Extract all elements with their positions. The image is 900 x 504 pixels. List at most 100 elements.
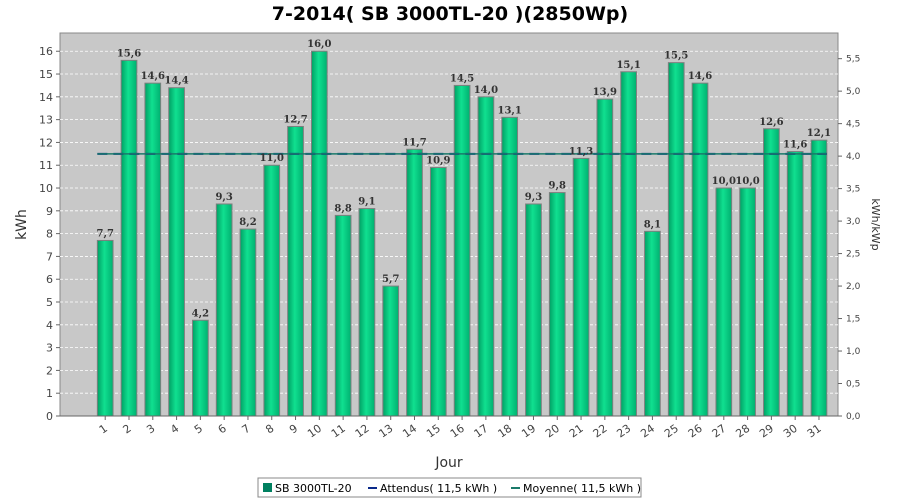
- bar-value-label: 12,1: [807, 128, 831, 139]
- bar: [525, 203, 542, 417]
- x-tick-label: 29: [757, 422, 776, 441]
- bar-value-label: 14,5: [450, 73, 474, 84]
- bar-value-label: 10,0: [712, 176, 736, 187]
- bar: [382, 285, 400, 417]
- bar-value-label: 15,6: [117, 48, 141, 59]
- x-tick-label: 4: [168, 422, 181, 437]
- x-tick-label: 21: [567, 422, 586, 441]
- bar: [215, 203, 233, 417]
- bar: [168, 87, 185, 417]
- x-tick-label: 16: [448, 422, 467, 441]
- bar: [810, 139, 828, 417]
- chart-title: 7-2014( SB 3000TL-20 )(2850Wp): [272, 3, 628, 25]
- y2-tick-label: 4,0: [846, 152, 861, 162]
- bar-value-label: 9,1: [358, 197, 375, 208]
- legend-label-average: Moyenne( 11,5 kWh ): [523, 482, 641, 495]
- x-tick-label: 10: [305, 422, 324, 441]
- bar: [644, 230, 661, 417]
- x-tick-label: 17: [472, 422, 491, 441]
- bar-value-label: 12,6: [759, 117, 783, 128]
- x-tick-label: 6: [216, 422, 229, 437]
- y2-tick-label: 2,5: [846, 250, 860, 260]
- bar: [429, 167, 447, 417]
- bar-value-label: 11,7: [402, 137, 426, 148]
- x-axis-title: Jour: [434, 455, 463, 471]
- y-tick-label: 10: [39, 182, 53, 195]
- bar-value-label: 8,1: [644, 219, 661, 230]
- y-tick-label: 8: [46, 228, 53, 241]
- bar: [287, 125, 304, 417]
- x-tick-label: 31: [805, 422, 824, 441]
- bar: [572, 157, 590, 417]
- y-tick-label: 11: [39, 159, 53, 172]
- bar: [263, 164, 281, 417]
- bar: [453, 84, 471, 417]
- y2-tick-label: 0,5: [846, 380, 860, 390]
- bar: [358, 208, 376, 417]
- bar-value-label: 9,3: [525, 192, 542, 203]
- x-tick-label: 9: [287, 422, 300, 437]
- bar-value-label: 13,9: [593, 87, 617, 98]
- x-tick-label: 11: [329, 422, 348, 441]
- y2-tick-label: 1,0: [846, 347, 861, 357]
- bar: [477, 96, 495, 417]
- y-tick-label: 14: [39, 91, 53, 104]
- x-tick-label: 7: [239, 422, 252, 437]
- x-tick-label: 2: [121, 422, 134, 437]
- x-tick-label: 23: [614, 422, 633, 441]
- bar-value-label: 14,6: [688, 71, 712, 82]
- bar: [548, 192, 566, 417]
- y-tick-label: 4: [46, 319, 53, 332]
- bar-value-label: 14,0: [474, 85, 498, 96]
- bar: [192, 319, 209, 417]
- bar: [501, 116, 519, 417]
- x-tick-label: 25: [662, 422, 681, 441]
- x-tick-label: 13: [377, 422, 396, 441]
- y2-tick-label: 5,5: [846, 55, 860, 65]
- y-tick-label: 2: [46, 364, 53, 377]
- y-tick-label: 3: [46, 342, 53, 355]
- y-tick-label: 7: [46, 250, 53, 263]
- value-labels: 7,715,614,6 14,44,29,38,211,012,716,08,89…: [97, 39, 832, 319]
- bar: [667, 62, 685, 417]
- bar: [120, 59, 138, 417]
- bar-value-label: 11,0: [260, 153, 284, 164]
- bar: [96, 239, 114, 417]
- x-tick-label: 12: [353, 422, 372, 441]
- bar-value-label: 12,7: [283, 114, 307, 125]
- legend: SB 3000TL-20 Attendus( 11,5 kWh ) Moyenne(…: [257, 477, 642, 498]
- y2-tick-label: 3,0: [846, 217, 861, 227]
- bar-value-label: 8,2: [239, 217, 256, 228]
- y-tick-label: 16: [39, 45, 53, 58]
- y2-tick-label: 1,5: [846, 315, 860, 325]
- bar: [239, 228, 257, 417]
- y2-axis-title: kWh/kWp: [869, 198, 882, 250]
- bar: [310, 50, 328, 417]
- x-tick-label: 24: [638, 422, 657, 441]
- bar: [691, 82, 709, 417]
- bar-value-label: 14,6: [141, 71, 165, 82]
- y-tick-label: 13: [39, 114, 53, 127]
- bar-value-label: 7,7: [97, 228, 114, 239]
- bar-value-label: 13,1: [497, 105, 521, 116]
- bar-value-label: 15,5: [664, 51, 688, 62]
- bar: [334, 214, 352, 417]
- y2-tick-label: 0,0: [846, 412, 861, 422]
- y2-tick-label: 5,0: [846, 87, 861, 97]
- bar-value-label: 8,8: [334, 203, 351, 214]
- bar: [620, 71, 637, 417]
- x-tick-label: 28: [733, 422, 752, 441]
- bar-value-label: 9,8: [549, 181, 566, 192]
- bar-value-label: 16,0: [307, 39, 331, 50]
- x-tick-label: 22: [591, 422, 610, 441]
- bar-value-label: 11,6: [783, 140, 807, 151]
- right-axis: 0,0 0,5 1,0 1,5 2,0 2,5 3,0 3,5 4,0 4,5 5,0 5,5: [838, 55, 861, 422]
- bar: [406, 148, 423, 417]
- bar: [786, 151, 804, 417]
- bar-value-label: 4,2: [192, 308, 209, 319]
- x-tick-label: 30: [781, 422, 800, 441]
- bar-value-label: 15,1: [616, 60, 640, 71]
- x-tick-label: 1: [97, 422, 110, 437]
